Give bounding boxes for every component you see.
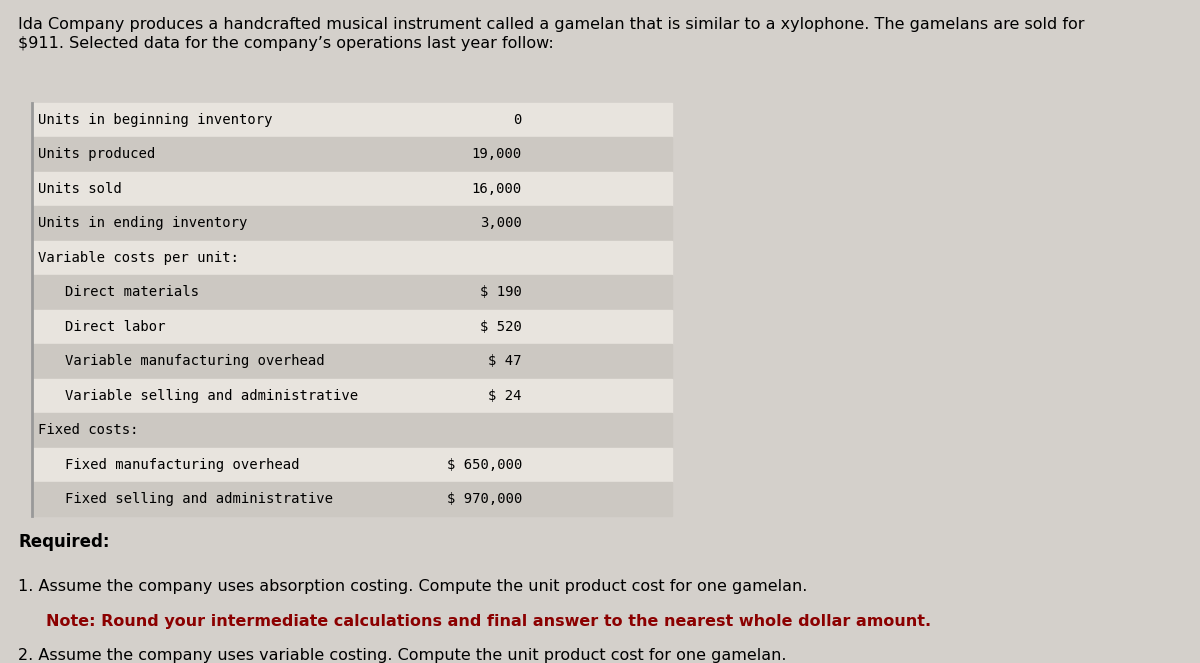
Bar [32, 310, 672, 344]
Bar [32, 448, 672, 482]
Text: 19,000: 19,000 [472, 147, 522, 162]
Bar [32, 413, 672, 448]
Bar [32, 172, 672, 206]
Text: 16,000: 16,000 [472, 182, 522, 196]
Text: $ 47: $ 47 [488, 354, 522, 369]
Text: $ 520: $ 520 [480, 320, 522, 334]
Text: Fixed manufacturing overhead: Fixed manufacturing overhead [65, 457, 299, 472]
Bar [32, 344, 672, 379]
Bar [32, 137, 672, 172]
Text: Direct labor: Direct labor [65, 320, 166, 334]
Text: Variable selling and administrative: Variable selling and administrative [65, 389, 358, 403]
Text: Variable costs per unit:: Variable costs per unit: [38, 251, 240, 265]
Text: Units produced: Units produced [38, 147, 156, 162]
Text: Direct materials: Direct materials [65, 285, 199, 300]
Bar [32, 379, 672, 413]
Text: $ 24: $ 24 [488, 389, 522, 403]
Text: 3,000: 3,000 [480, 216, 522, 231]
Text: 1. Assume the company uses absorption costing. Compute the unit product cost for: 1. Assume the company uses absorption co… [18, 579, 808, 595]
Text: Fixed costs:: Fixed costs: [38, 423, 139, 438]
Text: Variable manufacturing overhead: Variable manufacturing overhead [65, 354, 324, 369]
Bar [32, 103, 672, 137]
Text: 0: 0 [514, 113, 522, 127]
Text: $ 190: $ 190 [480, 285, 522, 300]
Text: Fixed selling and administrative: Fixed selling and administrative [65, 492, 332, 507]
Text: $ 970,000: $ 970,000 [446, 492, 522, 507]
Text: Units in ending inventory: Units in ending inventory [38, 216, 247, 231]
Text: Units sold: Units sold [38, 182, 122, 196]
Text: Required:: Required: [18, 533, 109, 551]
Text: $911. Selected data for the company’s operations last year follow:: $911. Selected data for the company’s op… [18, 36, 553, 52]
Text: Note: Round your intermediate calculations and final answer to the nearest whole: Note: Round your intermediate calculatio… [46, 614, 931, 629]
Bar [32, 241, 672, 275]
Bar [32, 482, 672, 516]
Bar [32, 275, 672, 310]
Text: $ 650,000: $ 650,000 [446, 457, 522, 472]
Text: Ida Company produces a handcrafted musical instrument called a gamelan that is s: Ida Company produces a handcrafted music… [18, 17, 1085, 32]
Text: 2. Assume the company uses variable costing. Compute the unit product cost for o: 2. Assume the company uses variable cost… [18, 648, 786, 663]
Bar [32, 206, 672, 241]
Text: Units in beginning inventory: Units in beginning inventory [38, 113, 272, 127]
